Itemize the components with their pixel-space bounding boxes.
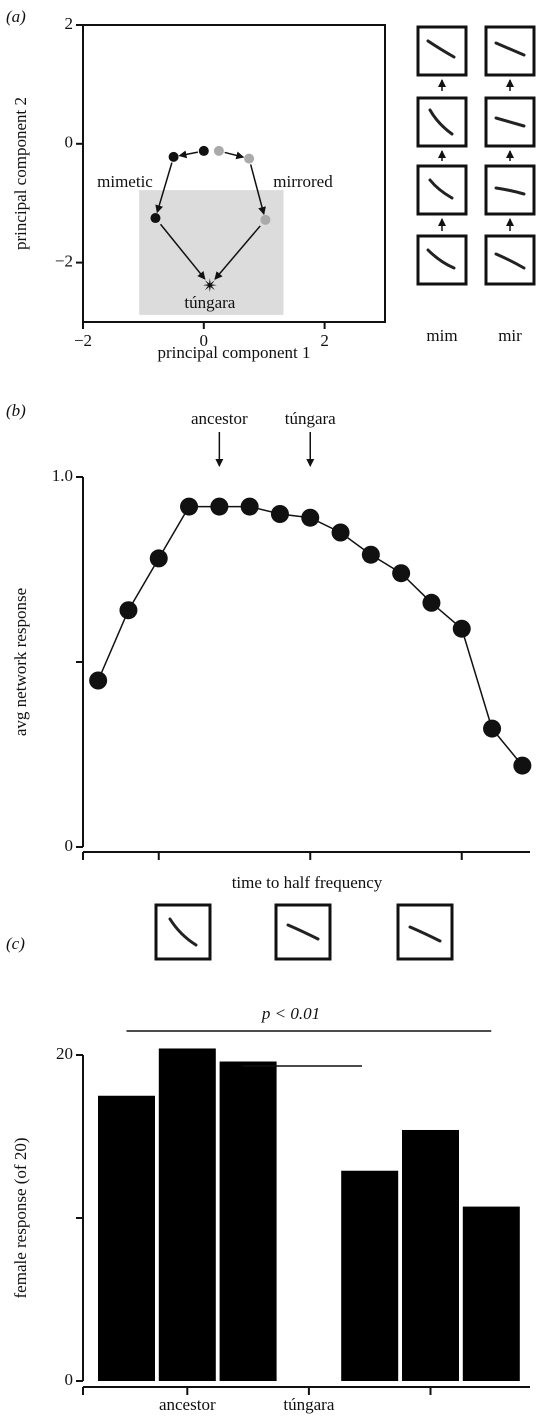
point xyxy=(150,213,160,223)
point xyxy=(150,549,168,567)
panel-label: (c) xyxy=(6,934,25,953)
star-point xyxy=(203,278,217,292)
point xyxy=(513,757,531,775)
annotation: túngara xyxy=(285,409,336,428)
x-tick-label: 2 xyxy=(320,331,329,350)
y-axis-label: principal component 2 xyxy=(11,97,30,250)
bar xyxy=(159,1048,216,1381)
y-tick-label: 0 xyxy=(65,836,74,855)
y-tick-label: 2 xyxy=(65,14,74,33)
series-label: túngara xyxy=(184,293,235,312)
point xyxy=(180,498,198,516)
bar xyxy=(402,1130,459,1381)
point xyxy=(271,505,289,523)
point xyxy=(260,215,270,225)
point xyxy=(301,509,319,527)
bar xyxy=(220,1062,277,1381)
significance-label: p < 0.01 xyxy=(261,1004,320,1023)
y-tick-label: 1.0 xyxy=(52,466,73,485)
point xyxy=(332,524,350,542)
point xyxy=(199,146,209,156)
thumbnails-a xyxy=(418,27,534,284)
arrow xyxy=(179,152,197,156)
bar xyxy=(463,1207,520,1381)
bar xyxy=(98,1096,155,1381)
point xyxy=(244,154,254,164)
y-tick-label: 0 xyxy=(65,1370,74,1389)
point xyxy=(89,672,107,690)
point xyxy=(169,152,179,162)
thumbnail-label: mir xyxy=(498,326,522,345)
figure: (a) −2 0 2 −2 0 2 principal component 1 principa… xyxy=(0,0,544,1421)
point xyxy=(483,720,501,738)
y-tick-label: 0 xyxy=(65,133,74,152)
panel-label: (b) xyxy=(6,401,26,420)
series-label: mimetic xyxy=(97,172,153,191)
annotation: ancestor xyxy=(191,409,248,428)
y-tick-label: −2 xyxy=(55,252,73,271)
point xyxy=(214,146,224,156)
y-axis-label: avg network response xyxy=(11,588,30,736)
point xyxy=(119,601,137,619)
point xyxy=(422,594,440,612)
series-label: mirrored xyxy=(273,172,333,191)
x-axis-label: time to half frequency xyxy=(232,873,383,892)
point xyxy=(453,620,471,638)
thumbnails-c xyxy=(156,905,452,959)
panel-label: (a) xyxy=(6,7,26,26)
y-tick-label: 20 xyxy=(56,1044,73,1063)
x-tick-label: ancestor xyxy=(159,1395,216,1414)
point xyxy=(392,564,410,582)
point xyxy=(241,498,259,516)
x-tick-label: túngara xyxy=(283,1395,334,1414)
x-tick-label: −2 xyxy=(74,331,92,350)
bar xyxy=(341,1171,398,1381)
x-axis-label: principal component 1 xyxy=(158,343,311,362)
arrow xyxy=(225,152,244,157)
point xyxy=(362,546,380,564)
point xyxy=(210,498,228,516)
thumbnail-label: mim xyxy=(426,326,457,345)
y-axis-label: female response (of 20) xyxy=(11,1138,30,1299)
